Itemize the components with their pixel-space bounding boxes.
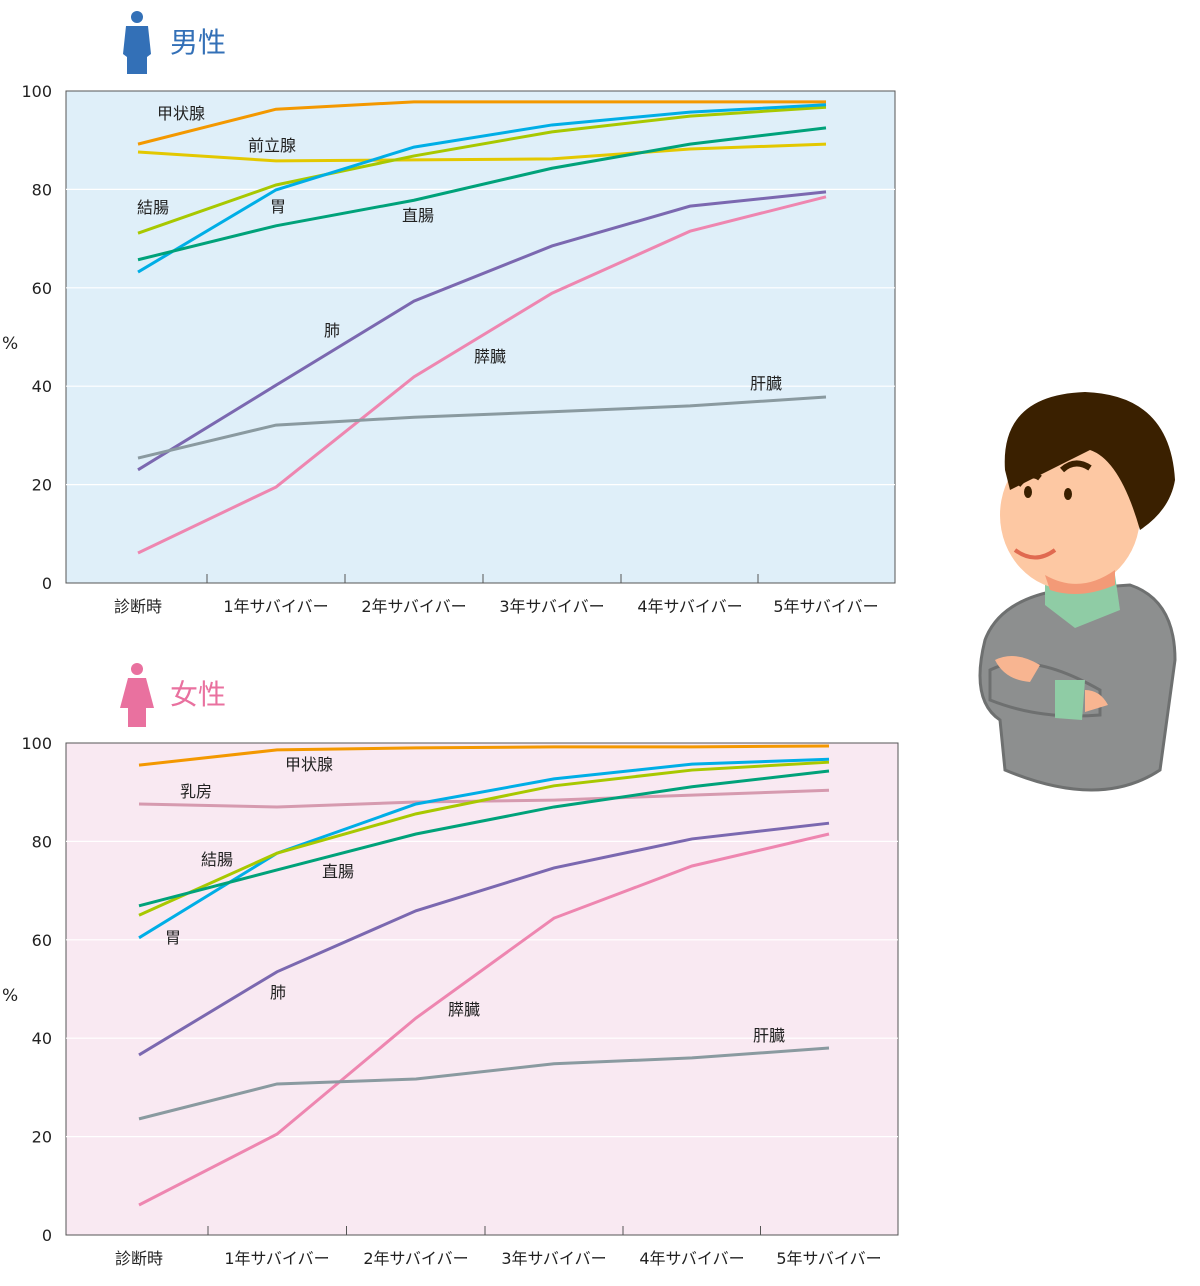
series-label: 直腸	[322, 862, 354, 881]
series-label: 胃	[270, 197, 286, 216]
y-tick-label: 0	[42, 574, 52, 593]
x-tick-label: 4年サバイバー	[639, 1249, 744, 1268]
chart-title: 女性	[170, 678, 226, 711]
series-line	[137, 395, 827, 460]
plot-area	[65, 742, 899, 1236]
y-tick-label: 80	[32, 832, 52, 851]
y-axis-label: %	[2, 986, 18, 1006]
series-line	[138, 832, 830, 1207]
icon-head	[131, 11, 143, 23]
y-tick-label: 40	[32, 377, 52, 396]
male-person-icon	[123, 11, 151, 74]
series-label: 前立腺	[248, 136, 296, 155]
y-tick-label: 80	[32, 180, 52, 199]
series-label: 膵臓	[448, 1000, 480, 1019]
icon-body	[120, 678, 154, 727]
series-label: 結腸	[137, 198, 169, 217]
series-label: 肝臓	[750, 374, 782, 393]
y-tick-label: 100	[21, 734, 52, 753]
series-line	[137, 100, 826, 146]
y-tick-label: 0	[42, 1226, 52, 1245]
series-label: 結腸	[201, 850, 233, 869]
x-tick-label: 診断時	[114, 597, 162, 616]
series-label: 膵臓	[474, 347, 506, 366]
series-line	[137, 190, 827, 472]
series-line	[138, 757, 830, 940]
series-line	[137, 126, 827, 262]
series-line	[138, 744, 830, 767]
x-tick-label: 1年サバイバー	[223, 597, 328, 616]
x-tick-label: 2年サバイバー	[361, 597, 466, 616]
x-tick-label: 5年サバイバー	[773, 597, 878, 616]
series-label: 胃	[165, 928, 181, 947]
y-tick-label: 100	[21, 82, 52, 101]
x-tick-label: 2年サバイバー	[363, 1249, 468, 1268]
x-tick-label: 4年サバイバー	[637, 597, 742, 616]
series-line	[137, 105, 827, 235]
y-tick-label: 60	[32, 931, 52, 950]
x-tick-label: 3年サバイバー	[499, 597, 604, 616]
series-line	[138, 760, 830, 917]
y-axis-label: %	[2, 334, 18, 354]
series-label: 乳房	[180, 782, 212, 801]
y-tick-label: 20	[32, 476, 52, 495]
series-label: 甲状腺	[157, 104, 205, 123]
series-label: 直腸	[402, 206, 434, 225]
icon-body	[123, 26, 151, 74]
male-chart: 男性 0 20 40 60 80 100% 診断時 1年サバイバー 2年サバイバー 3年サバイバー 4…	[2, 11, 896, 616]
series-line	[138, 821, 830, 1057]
series-label: 肺	[270, 983, 286, 1002]
y-tick-label: 40	[32, 1029, 52, 1048]
series-line	[137, 195, 827, 555]
series-label: 肺	[324, 321, 340, 340]
icon-head	[131, 663, 143, 675]
series-line	[138, 1046, 830, 1121]
series-label: 甲状腺	[285, 755, 333, 774]
y-tick-label: 20	[32, 1128, 52, 1147]
series-line	[137, 103, 827, 274]
x-tick-label: 診断時	[115, 1249, 163, 1268]
y-tick-label: 60	[32, 279, 52, 298]
x-tick-label: 1年サバイバー	[224, 1249, 329, 1268]
x-tick-label: 5年サバイバー	[776, 1249, 881, 1268]
female-chart: 女性 0 20 40 60 80 100% 診断時 1年サバイバー 2年サバイバー 3年サバイバー 4…	[2, 663, 899, 1268]
chart-title: 男性	[170, 26, 226, 59]
female-person-icon	[120, 663, 154, 727]
series-line	[137, 142, 827, 163]
x-tick-label: 3年サバイバー	[501, 1249, 606, 1268]
series-line	[138, 769, 830, 908]
series-label: 肝臓	[753, 1026, 785, 1045]
